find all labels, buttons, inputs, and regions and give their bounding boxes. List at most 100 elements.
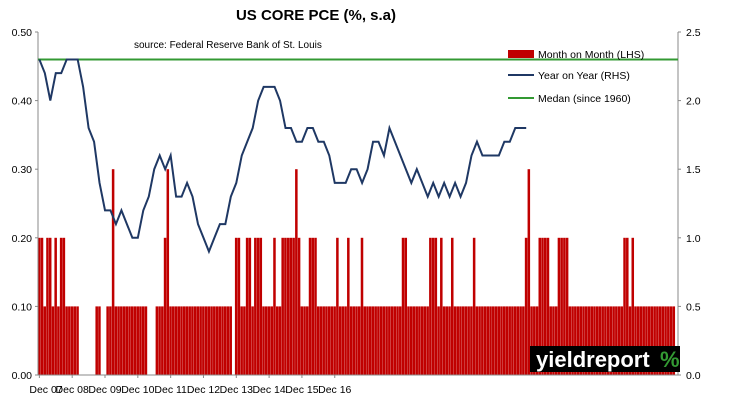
bar-series	[38, 169, 676, 375]
bar	[434, 237, 438, 375]
bar	[481, 306, 484, 375]
bar	[270, 306, 273, 375]
bar	[223, 306, 227, 375]
yieldreport-logo: yieldreport %	[530, 346, 680, 372]
bar	[278, 306, 282, 375]
x-tick-label: Dec 16	[318, 384, 351, 396]
bar	[450, 237, 454, 375]
bar	[327, 306, 331, 375]
left-tick-label: 0.00	[12, 370, 33, 382]
logo-percent: %	[660, 347, 680, 372]
bar	[653, 306, 656, 375]
logo-text: yieldreport	[536, 347, 650, 372]
bar	[374, 306, 377, 375]
bar	[554, 306, 558, 375]
x-tick-label: Dec 14	[252, 384, 285, 396]
bar	[281, 237, 284, 375]
bar	[286, 237, 290, 375]
left-tick-label: 0.50	[12, 27, 33, 39]
bar	[62, 237, 66, 375]
legend-label-median: Medan (since 1960)	[538, 93, 631, 105]
bar	[245, 237, 249, 375]
bar	[251, 306, 254, 375]
bar	[306, 306, 309, 375]
bar	[459, 306, 462, 375]
chart-source: source: Federal Reserve Bank of St. Loui…	[134, 40, 322, 51]
bar	[513, 306, 517, 375]
bar	[524, 237, 528, 375]
bar	[494, 306, 498, 375]
x-tick-label: Dec 08	[56, 384, 89, 396]
bar	[448, 306, 451, 375]
bar	[418, 306, 421, 375]
bar	[535, 306, 539, 375]
bar	[295, 169, 298, 375]
bar	[308, 237, 312, 375]
bar	[639, 306, 643, 375]
bar	[273, 237, 276, 375]
bar	[43, 306, 46, 375]
bar	[109, 306, 112, 375]
bar	[98, 306, 101, 375]
bar	[38, 237, 41, 375]
bar	[467, 306, 470, 375]
bar	[511, 306, 514, 375]
bar	[130, 306, 134, 375]
bar	[508, 306, 511, 375]
bar	[204, 306, 208, 375]
bar	[606, 306, 610, 375]
bar	[593, 306, 596, 375]
bar	[543, 237, 547, 375]
bar	[300, 306, 304, 375]
bar	[366, 306, 369, 375]
right-tick-label: 2.0	[686, 96, 701, 108]
bar	[141, 306, 145, 375]
bar	[388, 306, 391, 375]
bar	[574, 306, 577, 375]
bar	[191, 306, 194, 375]
bar	[182, 306, 186, 375]
bar	[322, 306, 325, 375]
bar	[215, 306, 219, 375]
bar	[538, 237, 542, 375]
bar	[522, 306, 525, 375]
bar	[634, 306, 637, 375]
x-tick-label: Dec 13	[220, 384, 253, 396]
bar	[631, 237, 635, 375]
x-tick-label: Dec 12	[187, 384, 220, 396]
bar	[502, 306, 506, 375]
bar	[57, 306, 60, 375]
bar	[478, 306, 481, 375]
bar	[46, 237, 49, 375]
bar	[265, 306, 268, 375]
bar	[256, 237, 260, 375]
right-tick-label: 1.5	[686, 164, 701, 176]
bar	[626, 237, 629, 375]
bar	[333, 306, 336, 375]
bar	[437, 306, 440, 375]
bar	[486, 306, 490, 375]
legend-label-yoy: Year on Year (RHS)	[538, 70, 630, 82]
legend: Month on Month (LHS) Year on Year (RHS) …	[508, 49, 644, 105]
bar	[319, 306, 323, 375]
bar	[311, 237, 315, 375]
bar	[172, 306, 175, 375]
bar	[412, 306, 416, 375]
bar	[442, 306, 446, 375]
bar	[344, 306, 347, 375]
bar	[609, 306, 613, 375]
bar	[587, 306, 591, 375]
bar	[136, 306, 139, 375]
bar	[492, 306, 495, 375]
bar	[505, 306, 509, 375]
bar	[161, 306, 164, 375]
bar	[177, 306, 181, 375]
bar	[401, 237, 405, 375]
bar	[254, 237, 257, 375]
bar	[347, 237, 350, 375]
bar	[399, 306, 402, 375]
bar	[612, 306, 615, 375]
bar	[368, 306, 372, 375]
x-tick-label: Dec 11	[154, 384, 187, 396]
